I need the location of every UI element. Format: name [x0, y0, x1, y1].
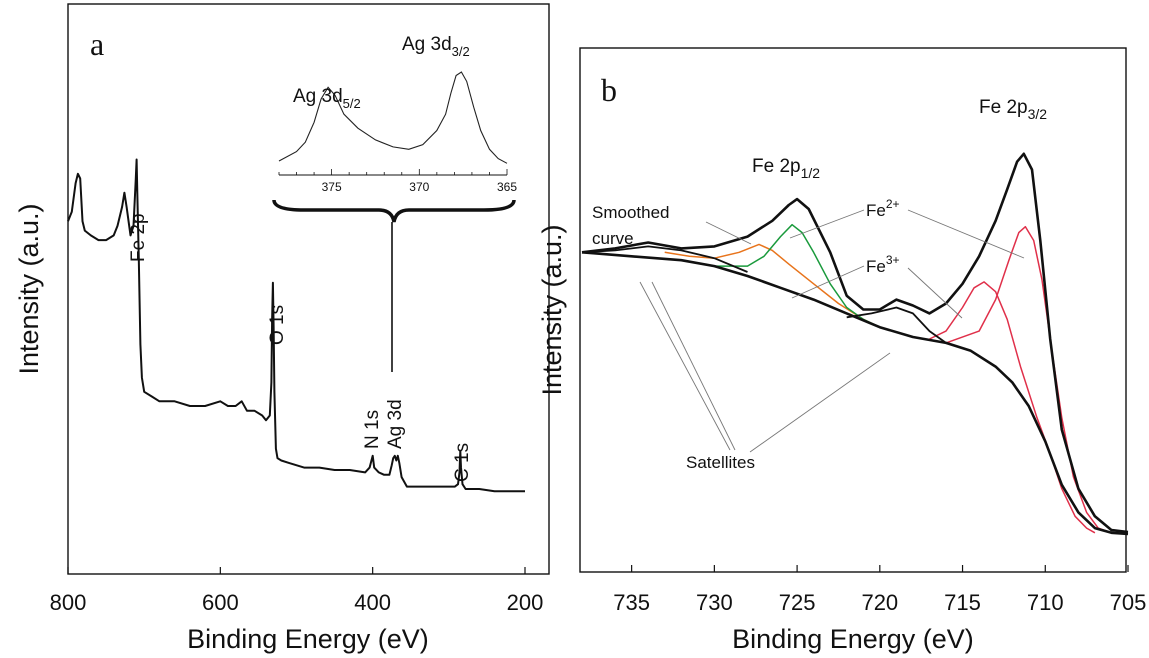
inset-x-tick-label: 375: [322, 180, 342, 194]
panel-a-x-tick-label: 200: [507, 590, 544, 615]
label-n-1s: N 1s: [362, 410, 383, 449]
inset-x-tick-label: 365: [497, 180, 517, 194]
label-fe-2p-3-2: Fe 2p3/2: [979, 97, 1047, 122]
panel-b-x-tick-label: 735: [613, 590, 650, 615]
label-c-1s: C 1s: [452, 443, 473, 482]
leader-satellite-1b: [652, 282, 735, 450]
panel-b-frame: [580, 48, 1126, 572]
label-fe2plus: Fe2+: [866, 197, 900, 220]
panel-a-letter: a: [90, 26, 104, 62]
label-fe-2p-1-2: Fe 2p1/2: [752, 156, 820, 181]
panel-b-x-tick-label: 710: [1027, 590, 1064, 615]
panel-a-y-axis-label: Intensity (a.u.): [14, 203, 44, 374]
panel-b-line-fe3-2p3-2-: [930, 282, 1095, 533]
inset-brace: [274, 200, 514, 222]
leader-fe3plus-orange: [792, 266, 864, 298]
panel-b-line-fe2-2p3-2-: [946, 227, 1112, 533]
leader-satellite-1a: [640, 282, 730, 450]
panel-a-x-tick-label: 600: [202, 590, 239, 615]
panel-a-x-axis-label: Binding Energy (eV): [187, 624, 429, 654]
panel-b-x-tick-label: 730: [696, 590, 733, 615]
panel-b-x-tick-label: 720: [861, 590, 898, 615]
panel-a-x-tick-label: 800: [50, 590, 87, 615]
panel-b-x-axis-label: Binding Energy (eV): [732, 624, 974, 654]
label-fe-2p: Fe 2p: [128, 213, 149, 262]
panel-b-x-tick-label: 715: [944, 590, 981, 615]
panel-a: a 800 600 400 200 375 370 365 Binding Energy …: [14, 4, 549, 654]
panel-b-x-tick-label: 725: [779, 590, 816, 615]
label-ag-3d: Ag 3d: [385, 399, 406, 449]
leader-smoothed: [706, 222, 751, 244]
leader-fe2plus-red: [908, 210, 1024, 258]
panel-a-inset: 375 370 365: [274, 72, 517, 372]
label-smoothed-curve-line1: Smoothed: [592, 203, 670, 222]
label-smoothed-curve-line2: curve: [592, 229, 634, 248]
inset-x-tick-label: 370: [409, 180, 429, 194]
panel-b-x-tick-label: 705: [1110, 590, 1147, 615]
label-ag-3d-3-2: Ag 3d3/2: [402, 34, 470, 59]
label-fe3plus: Fe3+: [866, 253, 900, 276]
label-o-1s: O 1s: [267, 305, 288, 345]
label-satellites: Satellites: [686, 453, 755, 472]
panel-a-x-tick-label: 400: [354, 590, 391, 615]
panel-b: b 735 730 725 720 715 710 705 Binding Energy (…: [537, 48, 1146, 654]
panel-b-letter: b: [601, 72, 617, 108]
leader-satellite-2: [750, 353, 890, 452]
leader-fe2plus-green: [790, 210, 864, 238]
panel-b-y-axis-label: Intensity (a.u.): [537, 224, 567, 395]
label-ag-3d-5-2: Ag 3d5/2: [293, 86, 361, 111]
